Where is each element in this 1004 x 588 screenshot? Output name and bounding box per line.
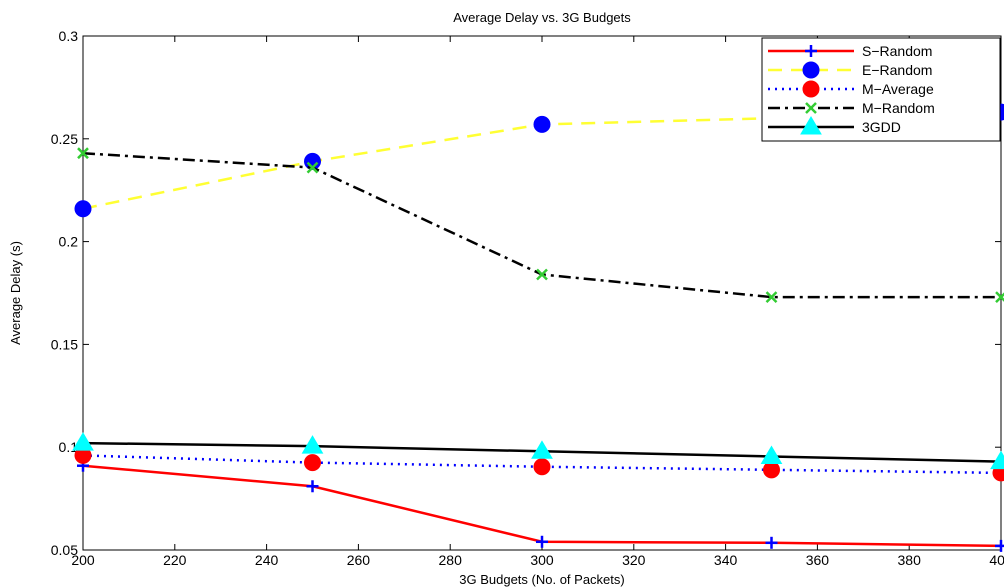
data-point: [304, 454, 321, 472]
data-point-b: [536, 268, 548, 281]
legend-marker-b: [805, 102, 817, 114]
series-4: [72, 432, 1004, 470]
y-tick-label: 0.15: [51, 336, 78, 352]
x-tick-label: 280: [439, 552, 463, 568]
data-point: [995, 539, 1004, 552]
y-tick-label: 0.05: [51, 542, 78, 558]
x-tick-label: 380: [898, 552, 922, 568]
y-tick-label: 0.1: [59, 439, 79, 455]
legend-label: M−Random: [862, 100, 935, 116]
x-tick-label: 320: [622, 552, 646, 568]
data-point: [760, 445, 783, 464]
legend-entry: E−Random: [768, 61, 932, 79]
legend-marker: [805, 102, 817, 114]
data-point-b: [995, 292, 1004, 303]
x-tick-label: 260: [347, 552, 371, 568]
data-point: [304, 152, 321, 170]
legend-label: E−Random: [862, 62, 932, 78]
legend-entry: S−Random: [768, 43, 932, 59]
x-tick-label: 360: [806, 552, 830, 568]
series-0: [77, 459, 1004, 552]
data-point: [77, 147, 89, 160]
series-3: [77, 147, 1004, 303]
x-axis-label: 3G Budgets (No. of Packets): [459, 572, 624, 587]
data-point: [765, 536, 778, 549]
data-point: [990, 450, 1004, 470]
x-tick-label: 200: [71, 552, 95, 568]
legend-entry: M−Average: [768, 80, 934, 98]
legend-label: 3GDD: [862, 119, 901, 135]
data-point: [533, 458, 551, 476]
data-point: [533, 115, 551, 133]
data-point: [72, 432, 94, 451]
legend-label: S−Random: [862, 43, 932, 59]
legend-marker: [800, 116, 822, 135]
legend-marker: [802, 80, 820, 98]
y-tick-label: 0.25: [51, 131, 78, 147]
data-point-b: [765, 291, 778, 303]
data-point-b: [77, 147, 89, 160]
data-point: [74, 200, 92, 218]
legend-marker: [802, 61, 820, 79]
series-2: [74, 446, 1004, 482]
x-tick-label: 400: [989, 552, 1004, 568]
legend-label: M−Average: [862, 81, 934, 97]
x-tick-label: 340: [714, 552, 738, 568]
legend-box: [761, 37, 1001, 142]
data-point: [765, 291, 778, 303]
data-point: [306, 480, 319, 493]
data-point: [763, 461, 780, 479]
data-point: [536, 268, 548, 281]
y-tick-label: 0.3: [59, 28, 79, 44]
x-tick-label: 300: [530, 552, 554, 568]
legend-marker: [805, 45, 817, 57]
data-point: [306, 161, 319, 174]
data-point: [536, 535, 548, 548]
y-axis-label: Average Delay (s): [8, 241, 23, 345]
x-tick-label: 220: [163, 552, 187, 568]
axis-ticks: 200 220 240 260 280 300 320 340 360 380 400 0.05 0.1…: [51, 28, 1004, 568]
y-tick-label: 0.2: [59, 234, 79, 250]
legend-entry: M−Random: [768, 100, 935, 116]
data-point-b: [306, 161, 319, 174]
x-tick-label: 240: [255, 552, 279, 568]
data-point: [995, 291, 1004, 303]
legend-entry: 3GDD: [768, 116, 901, 135]
chart-title: Average Delay vs. 3G Budgets: [453, 10, 631, 25]
data-point: [531, 440, 553, 459]
legend: S−Random E−Random M−Average M−Random 3GDD: [761, 37, 1001, 142]
data-point: [301, 435, 324, 454]
